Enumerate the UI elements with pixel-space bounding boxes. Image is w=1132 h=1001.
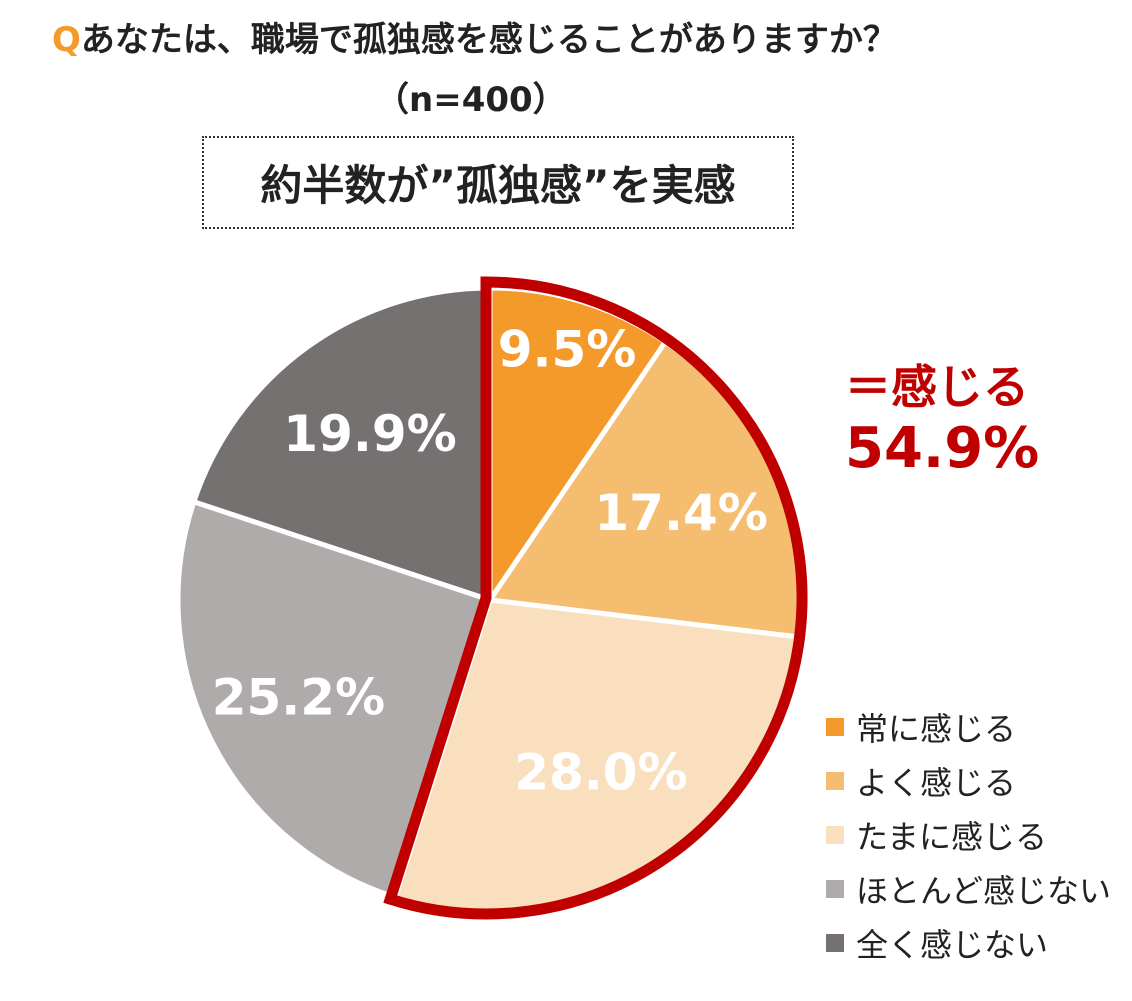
- pie-value-label-3: 28.0%: [514, 743, 687, 801]
- question-title: Qあなたは、職場で孤独感を感じることがありますか？: [52, 18, 1052, 62]
- callout-label: ＝感じる: [845, 360, 1029, 414]
- highlight-outline: [383, 276, 808, 920]
- legend-item: 常に感じる: [826, 700, 1111, 754]
- legend-swatch: [826, 934, 844, 952]
- pie-value-label-1: 9.5%: [498, 321, 637, 379]
- legend-label: ほとんど感じない: [856, 872, 1112, 910]
- headline-text: 約半数が”孤独感”を実感: [260, 161, 736, 210]
- legend-label: 全く感じない: [856, 926, 1049, 964]
- pie-value-label-4: 25.2%: [212, 669, 385, 727]
- pie-slice-5: [191, 285, 493, 603]
- legend-item: ほとんど感じない: [826, 862, 1111, 916]
- question-text: あなたは、職場で孤独感を感じることがありますか？: [80, 20, 897, 60]
- legend-swatch: [826, 772, 844, 790]
- legend-label: たまに感じる: [856, 818, 1048, 856]
- legend-item: よく感じる: [826, 754, 1111, 808]
- legend-item: 全く感じない: [826, 916, 1111, 970]
- pie-slice-4: [175, 499, 493, 900]
- legend-label: よく感じる: [856, 764, 1017, 802]
- callout: ＝感じる 54.9%: [845, 358, 1039, 482]
- callout-value: 54.9%: [845, 416, 1040, 481]
- pie-value-label-2: 17.4%: [594, 484, 767, 542]
- question-mark: Q: [52, 20, 81, 60]
- legend-swatch: [826, 718, 844, 736]
- pie-value-label-5: 19.9%: [283, 405, 456, 463]
- legend: 常に感じるよく感じるたまに感じるほとんど感じない 全く感じない: [826, 700, 1111, 970]
- sample-size: （n=400）: [375, 80, 567, 120]
- legend-item: たまに感じる: [826, 808, 1111, 862]
- headline-box: 約半数が”孤独感”を実感: [202, 136, 794, 229]
- legend-label: 常に感じる: [856, 710, 1017, 748]
- legend-swatch: [826, 826, 844, 844]
- pie-value-labels: 9.5% 17.4% 28.0% 25.2% 19.9%: [212, 321, 768, 802]
- pie-slices: [175, 285, 805, 915]
- legend-swatch: [826, 880, 844, 898]
